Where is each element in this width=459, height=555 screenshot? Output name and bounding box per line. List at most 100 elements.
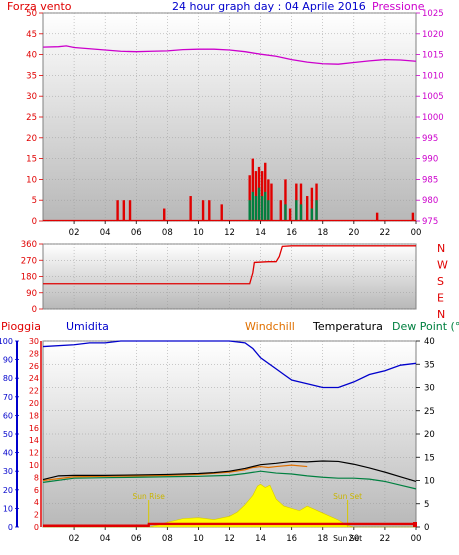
wind-y-tick-label: 50 <box>26 9 37 19</box>
wind-x-tick-label: 18 <box>317 228 328 238</box>
wind-mean-bar <box>299 204 303 221</box>
pressure-y-tick-label: 1025 <box>422 9 444 19</box>
wind-x-tick-label: 22 <box>380 228 391 238</box>
temp-x-tick-label: 08 <box>162 534 173 544</box>
wind-pressure-panel: 0510152025303540455097598098599099510001… <box>26 9 443 238</box>
chart-title: 24 hour graph day : 04 Aprile 2016 <box>172 0 366 13</box>
wind-y-tick-label: 5 <box>32 196 37 206</box>
pressure-y-tick-label: 1015 <box>422 51 444 61</box>
temp-x-tick-label: 22 <box>380 534 391 544</box>
compass-label: N <box>437 242 445 255</box>
rain-y-tick-label: 8 <box>34 473 39 482</box>
wind-x-tick-label: 02 <box>69 228 80 238</box>
dewpoint-line <box>42 470 417 490</box>
wind-x-tick-label: 10 <box>193 228 204 238</box>
rain-line <box>43 522 416 527</box>
wind-y-tick-label: 40 <box>26 51 37 61</box>
rain-y-tick-label: 0 <box>34 523 39 532</box>
temp-x-tick-label: 00 <box>411 534 422 544</box>
wind-gust-bar <box>306 196 309 221</box>
rain-y-tick-label: 22 <box>29 387 39 396</box>
temp-y-tick-label: 10 <box>424 477 435 487</box>
humidity-y-tick-label: 100 <box>0 337 13 346</box>
wind-y-tick-label: 0 <box>32 217 37 227</box>
humidity-y-tick-label: 70 <box>3 393 13 402</box>
wind-mean-bar <box>284 204 287 221</box>
wind-gust-bar <box>189 196 192 221</box>
wind-gust-bar <box>279 200 282 221</box>
wind-gust-bar <box>310 187 314 221</box>
pressure-y-tick-label: 985 <box>422 175 438 185</box>
wind-gust-bar <box>208 200 211 221</box>
wind-gust-bar <box>220 204 223 221</box>
temperature-line <box>42 460 417 483</box>
wind-gust-bar <box>116 200 119 221</box>
humidity-y-tick-label: 10 <box>3 504 13 513</box>
wind-gust-bar <box>163 208 166 221</box>
wind-mean-bar <box>248 200 251 221</box>
wind-y-tick-label: 30 <box>26 92 37 102</box>
compass-label: W <box>437 259 448 272</box>
legend-rain: Pioggia <box>1 320 41 333</box>
rain-y-tick-label: 20 <box>29 399 39 408</box>
direction-line <box>43 245 416 285</box>
humidity-y-tick-label: 20 <box>3 486 13 495</box>
temp-y-tick-label: 20 <box>424 430 435 440</box>
temp-y-tick-label: 30 <box>424 384 435 394</box>
pressure-y-tick-label: 980 <box>422 196 438 206</box>
humidity-line <box>42 340 417 389</box>
wind-gust-bar <box>248 175 251 221</box>
legend-windchill: Windchill <box>245 320 295 333</box>
temp-humidity-rain-panel: 0510152025303540024681012141618202224262… <box>0 337 435 544</box>
wind-mean-bar <box>260 196 264 221</box>
temp-y-tick-label: 25 <box>424 407 435 417</box>
temp-x-tick-label: 14 <box>255 534 266 544</box>
wind-mean-bar <box>310 208 314 221</box>
humidity-y-tick-label: 50 <box>3 430 13 439</box>
wind-gust-bar <box>122 200 126 221</box>
wind-gust-bar <box>128 200 132 221</box>
legend-humidity: Umidita <box>66 320 109 333</box>
solar-area <box>43 483 416 528</box>
direction-y-tick-label: 360 <box>21 240 37 250</box>
rain-y-tick-label: 30 <box>29 337 39 346</box>
humidity-y-tick-label: 60 <box>3 411 13 420</box>
wind-y-tick-label: 10 <box>26 175 37 185</box>
wind-y-tick-label: 25 <box>26 113 37 123</box>
wind-x-tick-label: 08 <box>162 228 173 238</box>
humidity-y-tick-label: 90 <box>3 356 13 365</box>
wind-axis-title: Forza vento <box>7 0 72 13</box>
pressure-y-tick-label: 1020 <box>422 30 444 40</box>
temp-x-tick-label: 02 <box>69 534 80 544</box>
direction-y-tick-label: 0 <box>32 305 37 315</box>
wind-gust-bar <box>288 208 292 221</box>
rain-end-marker <box>413 522 417 527</box>
wind-gust-bar <box>411 212 415 221</box>
sun-marker-label: Sun Set <box>333 492 362 501</box>
wind-gust-bar <box>201 200 205 221</box>
wind-y-tick-label: 20 <box>26 134 37 144</box>
wind-gust-bar <box>270 183 273 221</box>
humidity-y-tick-label: 80 <box>3 374 13 383</box>
wind-mean-bar <box>264 191 267 221</box>
temp-y-tick-label: 15 <box>424 453 435 463</box>
rain-y-tick-label: 2 <box>34 511 39 520</box>
temp-x-tick-label: 18 <box>317 534 328 544</box>
wind-gust-bar <box>299 183 303 221</box>
wind-x-tick-label: 06 <box>131 228 142 238</box>
humidity-y-tick-label: 0 <box>8 523 13 532</box>
direction-y-tick-label: 180 <box>21 273 37 283</box>
wind-x-tick-label: 16 <box>286 228 297 238</box>
pressure-y-tick-label: 975 <box>422 217 438 227</box>
wind-mean-bar <box>257 187 261 221</box>
pressure-y-tick-label: 1010 <box>422 71 444 81</box>
temp-x-tick-label: 12 <box>224 534 235 544</box>
rain-y-tick-label: 26 <box>29 362 39 371</box>
wind-x-tick-label: 20 <box>348 228 359 238</box>
legend-temperature: Temperatura <box>312 320 383 333</box>
temp-y-tick-label: 5 <box>424 500 429 510</box>
rain-y-tick-label: 24 <box>29 374 39 383</box>
rain-y-tick-label: 4 <box>34 498 39 507</box>
